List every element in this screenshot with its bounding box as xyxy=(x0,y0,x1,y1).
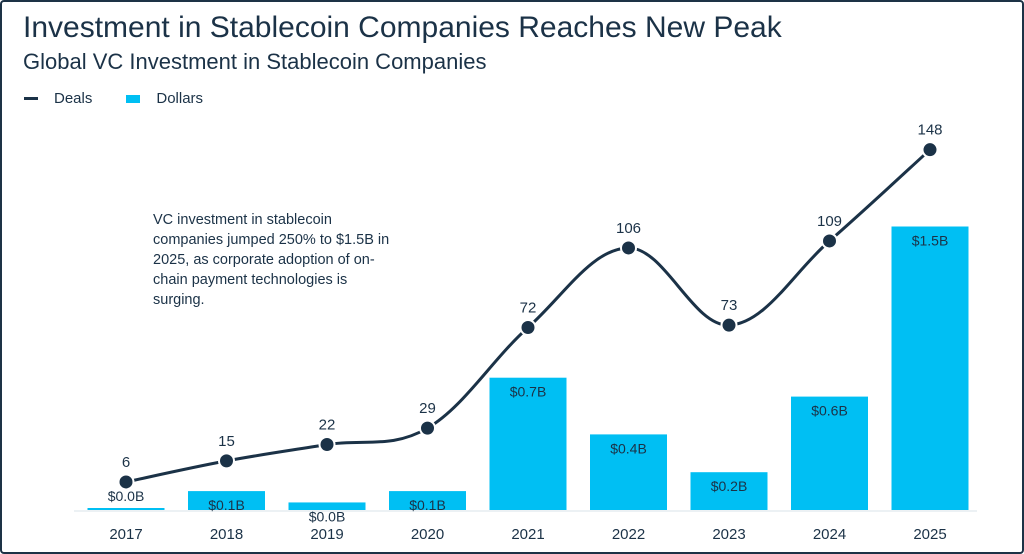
bar-2024 xyxy=(791,396,868,510)
x-tick-2023: 2023 xyxy=(712,526,745,543)
bar-2022 xyxy=(590,434,667,510)
x-tick-2018: 2018 xyxy=(210,526,243,543)
bar-2023 xyxy=(690,472,768,510)
legend-label-deals: Deals xyxy=(54,90,93,107)
deal-point-2020 xyxy=(419,419,436,437)
deal-label-2020: 29 xyxy=(419,400,436,417)
deal-point-2025 xyxy=(921,141,939,159)
deal-label-2024: 109 xyxy=(817,213,842,230)
deal-point-2018 xyxy=(218,452,235,470)
bar-2017 xyxy=(87,508,165,510)
bar-label-2022: $0.4B xyxy=(610,440,647,456)
bar-2018 xyxy=(188,491,265,510)
bar-label-2025: $1.5B xyxy=(912,233,949,249)
deal-label-2023: 73 xyxy=(721,297,738,314)
bar-label-2020: $0.1B xyxy=(409,497,446,513)
legend-swatch-deals xyxy=(24,97,38,100)
bar-2019 xyxy=(288,502,366,510)
x-tick-2024: 2024 xyxy=(813,526,846,543)
deal-label-2021: 72 xyxy=(520,300,537,317)
deal-label-2018: 15 xyxy=(218,433,235,450)
x-tick-2022: 2022 xyxy=(612,526,645,543)
legend-label-dollars: Dollars xyxy=(156,90,204,107)
chart-title: Investment in Stablecoin Companies Reach… xyxy=(23,11,782,44)
chart-annotation: VC investment in stablecoin companies ju… xyxy=(153,212,390,308)
bar-label-2018: $0.1B xyxy=(208,497,245,513)
deal-label-2022: 106 xyxy=(616,220,641,237)
legend: Deals Dollars xyxy=(24,90,237,107)
bar-label-2019: $0.0B xyxy=(309,508,346,524)
x-tick-2020: 2020 xyxy=(411,526,444,543)
deal-point-2021 xyxy=(519,319,537,337)
bar-2025 xyxy=(891,226,969,510)
deal-point-2019 xyxy=(318,436,336,454)
bar-label-2024: $0.6B xyxy=(811,403,848,419)
legend-item-dollars: Dollars xyxy=(126,90,203,107)
deal-label-2019: 22 xyxy=(319,417,336,434)
chart-subtitle: Global VC Investment in Stablecoin Compa… xyxy=(23,49,487,74)
bar-label-2017: $0.0B xyxy=(108,488,145,504)
deal-point-2024 xyxy=(821,232,838,250)
deal-point-2022 xyxy=(620,239,637,257)
bar-label-2023: $0.2B xyxy=(711,478,748,494)
bar-2021 xyxy=(489,377,567,510)
x-tick-2017: 2017 xyxy=(109,526,142,543)
bar-label-2021: $0.7B xyxy=(510,384,547,400)
deal-point-2023 xyxy=(720,316,738,334)
deal-label-2017: 6 xyxy=(122,454,130,471)
legend-swatch-dollars xyxy=(126,94,141,103)
x-tick-2021: 2021 xyxy=(511,526,544,543)
deal-label-2025: 148 xyxy=(917,122,942,139)
x-tick-2025: 2025 xyxy=(913,526,946,543)
deal-point-2017 xyxy=(117,473,135,491)
bar-2020 xyxy=(389,491,466,510)
legend-item-deals: Deals xyxy=(24,90,92,107)
x-tick-2019: 2019 xyxy=(310,526,343,543)
